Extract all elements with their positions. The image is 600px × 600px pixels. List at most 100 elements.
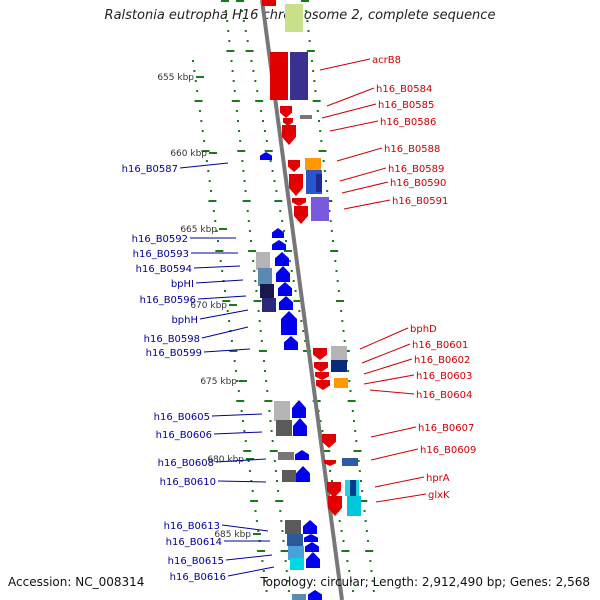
gene-label-right[interactable]: h16_B0604 — [416, 390, 472, 401]
gene-feature[interactable] — [331, 360, 347, 372]
gene-label-left[interactable]: h16_B0615 — [168, 556, 224, 567]
gene-feature[interactable] — [300, 115, 312, 119]
gene-label-left[interactable]: h16_B0598 — [144, 334, 200, 345]
gene-label-left[interactable]: h16_B0605 — [154, 412, 210, 423]
tick-mark — [273, 180, 276, 182]
gene-label-left[interactable]: h16_B0592 — [132, 234, 188, 245]
gene-feature[interactable] — [292, 400, 306, 418]
gene-label-right[interactable]: h16_B0590 — [390, 178, 446, 189]
gene-feature[interactable] — [305, 158, 321, 170]
tick-mark — [247, 460, 250, 462]
gene-feature[interactable] — [281, 311, 297, 335]
gene-label-left[interactable]: h16_B0599 — [146, 348, 202, 359]
gene-feature[interactable] — [295, 450, 309, 460]
gene-feature[interactable] — [284, 336, 298, 350]
gene-label-right[interactable]: h16_B0584 — [376, 84, 432, 95]
gene-label-right[interactable]: hprA — [426, 473, 450, 484]
gene-feature[interactable] — [275, 252, 289, 266]
gene-feature[interactable] — [331, 346, 347, 360]
tick-mark — [319, 420, 322, 422]
gene-label-left[interactable]: h16_B0616 — [170, 572, 226, 583]
tick-mark — [264, 150, 273, 152]
gene-feature[interactable] — [276, 420, 292, 436]
gene-feature[interactable] — [311, 197, 329, 221]
gene-feature[interactable] — [315, 372, 329, 380]
gene-feature[interactable] — [285, 4, 303, 32]
gene-feature[interactable] — [316, 174, 322, 192]
gene-label-right[interactable]: bphD — [410, 324, 437, 335]
gene-label-right[interactable]: h16_B0609 — [420, 445, 476, 456]
gene-feature[interactable] — [313, 348, 327, 360]
gene-feature[interactable] — [279, 296, 293, 310]
leader-line — [375, 493, 427, 503]
gene-feature[interactable] — [262, 298, 276, 312]
gene-feature[interactable] — [304, 534, 318, 542]
gene-feature[interactable] — [314, 362, 328, 372]
gene-feature[interactable] — [306, 552, 320, 568]
gene-feature[interactable] — [260, 152, 272, 160]
gene-feature[interactable] — [260, 284, 274, 298]
gene-feature[interactable] — [327, 482, 341, 498]
gene-label-left[interactable]: h16_B0614 — [166, 537, 222, 548]
gene-feature[interactable] — [322, 434, 336, 448]
gene-feature[interactable] — [293, 418, 307, 436]
gene-feature[interactable] — [292, 594, 306, 600]
gene-feature[interactable] — [290, 558, 304, 570]
gene-label-right[interactable]: glxK — [428, 490, 450, 501]
gene-feature[interactable] — [272, 228, 284, 238]
gene-feature[interactable] — [258, 268, 272, 286]
gene-feature[interactable] — [283, 118, 293, 126]
gene-feature[interactable] — [289, 174, 303, 196]
gene-label-right[interactable]: h16_B0588 — [384, 144, 440, 155]
gene-feature[interactable] — [303, 520, 317, 534]
gene-feature[interactable] — [350, 480, 356, 496]
gene-label-left[interactable]: h16_B0593 — [133, 249, 189, 260]
gene-feature[interactable] — [288, 160, 300, 172]
gene-label-right[interactable]: h16_B0586 — [380, 117, 436, 128]
gene-feature[interactable] — [296, 466, 310, 482]
gene-feature[interactable] — [334, 378, 348, 388]
gene-feature[interactable] — [256, 252, 270, 270]
gene-feature[interactable] — [276, 266, 290, 282]
gene-label-left[interactable]: h16_B0596 — [140, 295, 196, 306]
gene-feature[interactable] — [342, 458, 358, 466]
gene-feature[interactable] — [274, 401, 290, 421]
gene-label-right[interactable]: h16_B0591 — [392, 196, 448, 207]
gene-feature[interactable] — [282, 125, 296, 145]
gene-label-left[interactable]: bpHI — [171, 279, 194, 290]
gene-label-right[interactable]: h16_B0602 — [414, 355, 470, 366]
gene-feature[interactable] — [292, 198, 306, 206]
gene-label-left[interactable]: h16_B0606 — [156, 430, 212, 441]
gene-feature[interactable] — [287, 534, 303, 546]
gene-label-left[interactable]: h16_B0613 — [164, 521, 220, 532]
gene-label-right[interactable]: h16_B0601 — [412, 340, 468, 351]
gene-feature[interactable] — [285, 520, 301, 534]
gene-feature[interactable] — [272, 240, 286, 250]
gene-label-right[interactable]: h16_B0585 — [378, 100, 434, 111]
gene-feature[interactable] — [290, 52, 308, 100]
gene-feature[interactable] — [328, 496, 342, 516]
gene-label-right[interactable]: h16_B0589 — [388, 164, 444, 175]
gene-feature[interactable] — [280, 106, 292, 118]
gene-label-right[interactable]: h16_B0603 — [416, 371, 472, 382]
gene-label-left[interactable]: bphH — [171, 315, 198, 326]
gene-feature[interactable] — [305, 542, 319, 552]
gene-feature[interactable] — [262, 0, 276, 6]
gene-feature[interactable] — [270, 52, 288, 100]
gene-label-left[interactable]: h16_B0594 — [136, 264, 192, 275]
gene-label-right[interactable]: h16_B0607 — [418, 423, 474, 434]
gene-label-right[interactable]: acrB8 — [372, 55, 401, 66]
gene-feature[interactable] — [288, 546, 304, 560]
gene-feature[interactable] — [308, 590, 322, 600]
gene-label-left[interactable]: h16_B0608 — [158, 458, 214, 469]
gene-feature[interactable] — [316, 380, 330, 390]
gene-feature[interactable] — [294, 206, 308, 224]
gene-label-left[interactable]: h16_B0610 — [160, 477, 216, 488]
gene-label-left[interactable]: h16_B0587 — [122, 164, 178, 175]
gene-feature[interactable] — [347, 496, 361, 516]
gene-feature[interactable] — [278, 452, 294, 460]
gene-feature[interactable] — [324, 460, 336, 466]
gene-feature[interactable] — [278, 282, 292, 296]
gene-feature[interactable] — [282, 470, 296, 482]
